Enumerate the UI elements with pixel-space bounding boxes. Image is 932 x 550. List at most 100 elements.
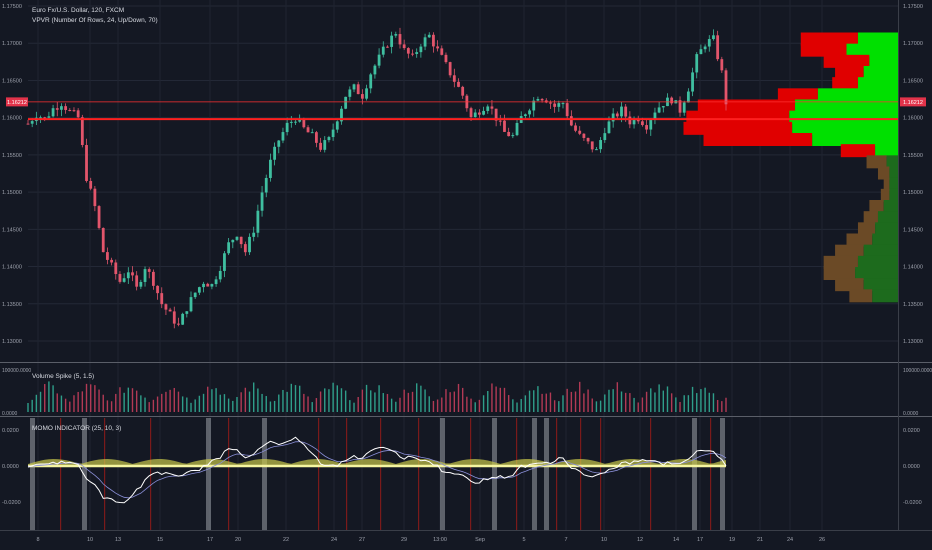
candle-body[interactable]	[356, 84, 360, 95]
volume-bar[interactable]	[558, 401, 560, 412]
volume-bar[interactable]	[461, 387, 464, 412]
candle-body[interactable]	[486, 106, 490, 111]
momentum-line[interactable]	[27, 436, 727, 504]
volume-bar[interactable]	[98, 389, 100, 412]
candle-body[interactable]	[574, 125, 577, 131]
volume-bar[interactable]	[579, 381, 581, 412]
candle-body[interactable]	[147, 269, 151, 272]
candle-body[interactable]	[691, 72, 694, 92]
candle-body[interactable]	[110, 259, 113, 263]
candle-body[interactable]	[223, 253, 226, 271]
candle-body[interactable]	[327, 137, 331, 141]
volume-bar[interactable]	[165, 391, 167, 412]
right-price-axis[interactable]: 1.17500 1.17000 1.16500 1.16000 1.15500 1.150…	[903, 4, 923, 506]
candle-body[interactable]	[641, 121, 644, 126]
candle-body[interactable]	[653, 112, 657, 120]
volume-bar[interactable]	[202, 393, 205, 412]
volume-bar[interactable]	[307, 396, 309, 412]
candle-body[interactable]	[352, 84, 356, 90]
candle-body[interactable]	[139, 281, 143, 287]
candle-body[interactable]	[557, 103, 561, 107]
candle-body[interactable]	[264, 177, 268, 193]
volume-bar[interactable]	[633, 397, 635, 412]
volume-bar[interactable]	[520, 398, 522, 412]
volume-bar[interactable]	[570, 391, 573, 412]
volume-bar[interactable]	[236, 396, 238, 412]
volume-bar[interactable]	[31, 399, 33, 412]
volume-bar[interactable]	[583, 393, 585, 412]
vpvr-row-up[interactable]	[857, 77, 898, 91]
candle-body[interactable]	[373, 65, 377, 75]
volume-bar[interactable]	[127, 387, 130, 412]
volume-bar[interactable]	[683, 395, 685, 412]
volume-bar[interactable]	[336, 385, 338, 412]
candle-body[interactable]	[452, 75, 456, 82]
volume-bar[interactable]	[211, 389, 213, 412]
candle-body[interactable]	[319, 142, 322, 150]
volume-bar[interactable]	[399, 397, 401, 412]
candle-body[interactable]	[398, 34, 402, 45]
volume-bar[interactable]	[420, 385, 422, 412]
candle-body[interactable]	[427, 34, 431, 38]
volume-bar[interactable]	[528, 390, 531, 412]
volume-bar[interactable]	[219, 394, 221, 412]
candle-body[interactable]	[68, 110, 72, 112]
volume-bar[interactable]	[386, 393, 389, 412]
volume-bar[interactable]	[319, 391, 322, 412]
candle-body[interactable]	[490, 106, 494, 109]
volume-bar[interactable]	[696, 393, 698, 412]
vpvr-row-down[interactable]	[883, 177, 890, 191]
volume-bar[interactable]	[340, 388, 343, 412]
vpvr-row-down[interactable]	[846, 233, 873, 247]
volume-bar[interactable]	[273, 400, 276, 412]
candle-body[interactable]	[590, 141, 594, 150]
vpvr-row-down[interactable]	[697, 99, 796, 113]
volume-bar[interactable]	[574, 391, 577, 412]
volume-bar[interactable]	[716, 399, 719, 412]
volume-bar[interactable]	[411, 391, 414, 412]
vpvr-row-down[interactable]	[832, 77, 858, 91]
volume-bar[interactable]	[512, 399, 514, 412]
volume-bar[interactable]	[474, 402, 476, 412]
volume-bar[interactable]	[549, 392, 552, 412]
candle-body[interactable]	[494, 108, 498, 121]
candle-body[interactable]	[369, 74, 373, 89]
volume-bar[interactable]	[499, 387, 501, 412]
volume-bar[interactable]	[641, 397, 644, 412]
candle-body[interactable]	[289, 121, 293, 123]
candle-body[interactable]	[89, 180, 93, 189]
volume-bar[interactable]	[708, 392, 710, 412]
volume-bar[interactable]	[353, 402, 355, 412]
vpvr-row-down[interactable]	[863, 211, 878, 225]
volume-bar[interactable]	[311, 402, 313, 412]
volume-bar[interactable]	[177, 391, 180, 412]
volume-bar[interactable]	[612, 389, 614, 412]
vpvr-row-up[interactable]	[886, 155, 898, 169]
candle-body[interactable]	[582, 133, 586, 138]
candle-body[interactable]	[39, 117, 42, 119]
candle-body[interactable]	[523, 114, 527, 117]
volume-bar[interactable]	[328, 389, 330, 412]
candle-body[interactable]	[549, 102, 552, 104]
candle-body[interactable]	[135, 275, 139, 287]
candle-body[interactable]	[314, 132, 318, 143]
candle-body[interactable]	[47, 116, 51, 118]
candle-body[interactable]	[607, 121, 611, 134]
vpvr-row-down[interactable]	[877, 166, 890, 180]
volume-bar[interactable]	[73, 395, 75, 412]
candle-body[interactable]	[122, 278, 126, 282]
candle-body[interactable]	[620, 106, 623, 117]
candle-body[interactable]	[365, 88, 368, 99]
candle-body[interactable]	[331, 129, 335, 138]
volume-bar[interactable]	[453, 391, 456, 412]
vpvr-row-up[interactable]	[855, 267, 898, 280]
candle-body[interactable]	[131, 272, 134, 276]
volume-bar[interactable]	[115, 393, 117, 412]
candle-body[interactable]	[202, 283, 205, 288]
volume-pane-title[interactable]: Volume Spike (5, 1.5)	[32, 373, 94, 380]
candle-body[interactable]	[649, 119, 653, 130]
candle-body[interactable]	[515, 122, 519, 136]
volume-bar[interactable]	[94, 385, 96, 412]
candle-body[interactable]	[97, 206, 101, 228]
candle-body[interactable]	[657, 107, 661, 113]
